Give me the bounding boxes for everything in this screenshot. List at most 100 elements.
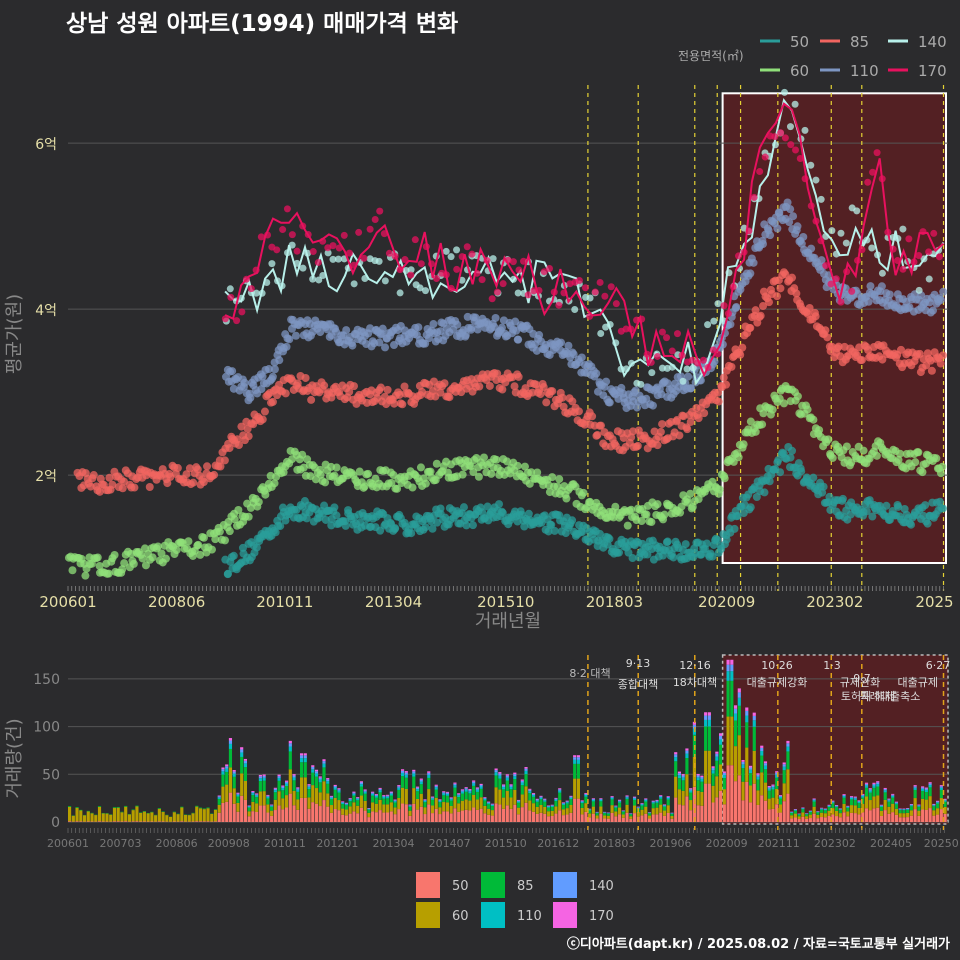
bar-segment [913,809,917,822]
bar-segment [887,800,891,802]
bar-segment [374,794,378,796]
bar-segment [565,800,569,802]
bar-segment [419,779,423,782]
bar-segment [588,809,592,811]
bar-segment [475,787,479,789]
bar-segment [374,795,378,798]
bar-segment [75,807,79,822]
data-point [596,421,605,430]
bar-segment [565,803,569,809]
bar-segment [307,784,311,786]
bar-segment [142,811,146,822]
bar-segment [535,806,539,814]
legend-swatch [481,872,505,898]
bar-segment [696,805,700,822]
data-point [868,244,876,252]
bar-segment [453,783,457,786]
bar-segment [921,790,925,799]
bar-segment [569,797,573,800]
bar-segment [363,790,367,792]
data-point [873,149,881,157]
bar-segment [767,798,771,810]
bar-segment [842,812,846,822]
bar-segment [595,815,599,819]
bar-segment [625,798,629,805]
bar-segment [797,819,801,822]
data-point [471,313,480,322]
bar-segment [225,771,229,785]
bar-segment [666,796,670,797]
bar-segment [352,802,356,812]
bar-segment [371,811,375,822]
bar-segment [348,801,352,807]
bar-segment [606,818,610,822]
data-point [663,379,672,388]
data-point [108,480,117,489]
bar-segment [827,804,831,806]
bar-segment [711,767,715,771]
data-point [627,505,636,514]
data-point [751,306,760,315]
bar-segment [333,786,337,788]
bar-segment [457,794,461,796]
bar-segment [247,805,251,807]
bar-segment [887,801,891,807]
bar-segment [378,790,382,793]
bar-segment [161,811,165,822]
data-point [341,521,350,530]
data-point [247,285,255,293]
bar-segment [936,800,940,802]
data-point [234,441,243,450]
bar-segment [748,773,753,786]
bar-segment [288,751,292,770]
data-point [268,372,277,381]
data-point [750,193,758,201]
data-point [118,565,127,574]
data-point [408,483,417,492]
bar-segment [861,803,865,813]
data-point [376,207,384,215]
bar-segment [352,791,356,793]
bar-segment [857,801,861,802]
bar-segment [400,770,405,773]
legend-label: 170 [918,62,947,80]
bar-segment [341,801,345,802]
bar-segment [752,750,756,784]
data-point [118,484,127,493]
bar-segment [707,712,711,716]
bar-segment [180,807,184,822]
policy-text: 종합대책 [618,678,658,691]
bar-segment [400,803,405,822]
bar-segment [603,818,607,822]
data-point [938,462,947,471]
y-tick-label: 50 [42,767,60,783]
bar-segment [591,798,595,800]
bar-segment [921,809,925,822]
bar-segment [808,814,812,819]
data-point [261,490,270,499]
bar-segment [939,809,943,822]
bar-segment [430,797,435,799]
bar-segment [502,789,506,798]
bar-segment [677,789,682,805]
bar-segment [707,750,711,784]
bar-segment [299,755,304,759]
data-point [823,333,832,342]
bar-segment [535,799,539,801]
bar-segment [853,798,857,800]
bar-segment [303,797,307,822]
data-point [407,529,416,538]
bar-segment [655,802,659,808]
bar-segment [700,775,704,778]
bar-segment [195,821,199,822]
bar-segment [273,799,277,811]
bar-segment [198,808,203,822]
bar-segment [820,817,824,822]
bar-segment [516,799,521,801]
bar-segment [610,796,614,797]
bar-segment [513,774,517,777]
bar-segment [348,799,352,802]
bar-segment [715,756,719,761]
bar-segment [494,772,498,776]
bar-segment [700,781,704,792]
